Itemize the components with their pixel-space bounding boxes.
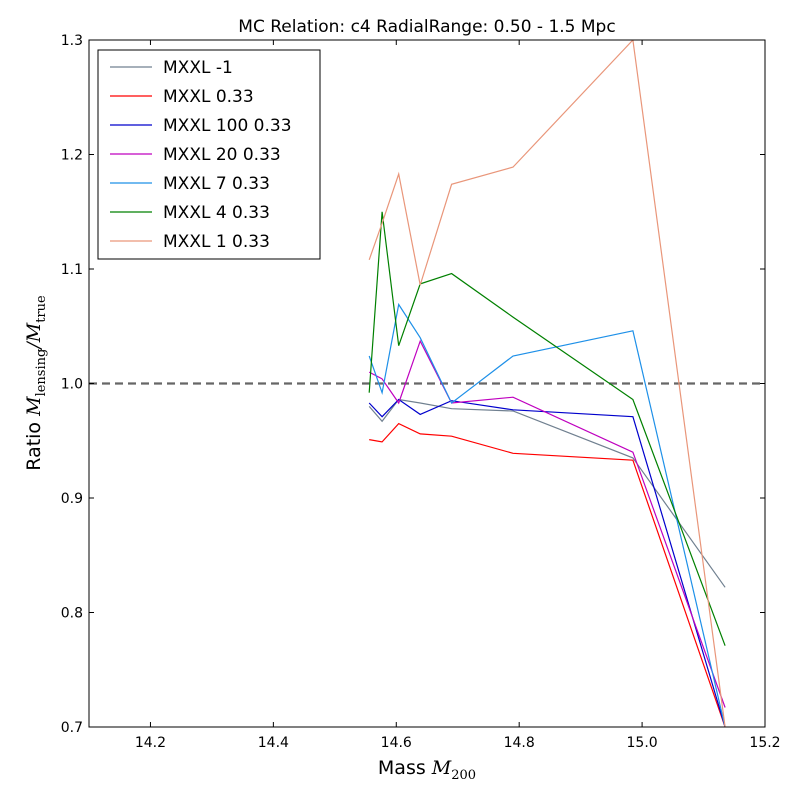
series-line-4 <box>368 302 726 727</box>
y-axis-label-den-symbol: M <box>23 322 45 343</box>
x-tick-label: 14.6 <box>381 735 412 751</box>
y-tick-label: 0.8 <box>61 606 83 622</box>
y-tick-label: 1.3 <box>61 33 83 49</box>
series-line-5 <box>368 211 726 646</box>
y-tick-label: 1.2 <box>61 148 83 164</box>
x-tick-label: 15.2 <box>749 735 780 751</box>
series-line-3 <box>368 339 726 708</box>
x-tick-label: 15.0 <box>627 735 658 751</box>
x-axis-label-prefix: Mass <box>378 757 432 779</box>
legend-label-0: MXXL -1 <box>163 58 233 78</box>
series-line-1 <box>369 422 726 727</box>
legend-label-2: MXXL 100 0.33 <box>163 116 292 136</box>
legend-label-6: MXXL 1 0.33 <box>163 232 270 252</box>
y-axis-label: Ratio Mlensing/Mtrue <box>23 295 49 471</box>
y-axis-label-num-symbol: M <box>23 396 45 417</box>
legend-label-4: MXXL 7 0.33 <box>163 174 270 194</box>
plot-frame <box>88 39 766 728</box>
series-line-2 <box>368 398 726 727</box>
series-line-0 <box>368 398 726 588</box>
y-tick-label: 0.9 <box>61 491 83 507</box>
y-tick-label: 0.7 <box>61 720 83 736</box>
y-axis-label-slash: / <box>23 341 45 351</box>
y-axis-label-den-sub: true <box>34 295 49 323</box>
x-tick-label: 14.2 <box>135 735 166 751</box>
series-line-6 <box>368 40 726 727</box>
legend-label-3: MXXL 20 0.33 <box>163 145 281 165</box>
y-tick-label: 1.0 <box>61 377 83 393</box>
x-axis-label: Mass M200 <box>378 757 476 783</box>
x-tick-label: 14.8 <box>504 735 535 751</box>
y-axis-label-prefix: Ratio <box>23 416 45 471</box>
legend-label-1: MXXL 0.33 <box>163 87 254 107</box>
x-tick-label: 14.4 <box>258 735 289 751</box>
legend-label-5: MXXL 4 0.33 <box>163 203 270 223</box>
y-tick-label: 1.1 <box>61 262 83 278</box>
x-axis-label-subscript: 200 <box>451 768 476 783</box>
y-axis-label-num-sub: lensing <box>34 349 49 397</box>
legend: MXXL -1 MXXL 0.33 MXXL 100 0.33 MXXL 20 0.3… <box>97 49 321 260</box>
chart-title: MC Relation: c4 RadialRange: 0.50 - 1.5 … <box>238 17 615 37</box>
x-axis-label-symbol: M <box>431 757 452 779</box>
